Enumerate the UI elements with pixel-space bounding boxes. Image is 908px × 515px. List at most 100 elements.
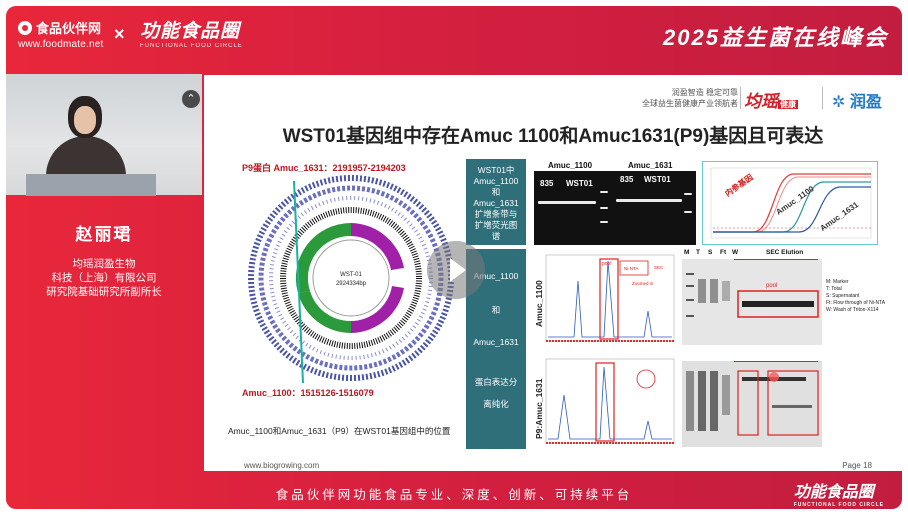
laptop <box>26 174 156 196</box>
qpcr-amplification-plot: 内参基因 Amuc_1100 Amuc_1631 <box>702 161 878 245</box>
amuc1631-marker-line <box>293 180 304 383</box>
sds-pool-label: pool <box>766 283 777 289</box>
gel-lane-label: 835 <box>540 179 554 188</box>
teal-line: 扩增荧光图 <box>474 220 518 230</box>
genome-center-name: WST-01 <box>340 272 362 278</box>
sds-legend: M: Marker T: Total S: Supernatant Ft: Fl… <box>826 279 885 314</box>
play-button[interactable] <box>427 241 485 299</box>
gc-content-ring <box>280 207 422 349</box>
legend-line: M: Marker <box>826 279 849 285</box>
sds-highlight <box>769 372 779 382</box>
gel-lane-label: 835 <box>620 175 634 184</box>
gel-head-amuc1631: Amuc_1631 <box>628 161 673 170</box>
gel-ladder-band <box>684 193 692 195</box>
legend-line: S: Supernatant <box>826 293 860 299</box>
teal-label-expression: Amuc_1100 和 Amuc_1631 蛋白表达分 离纯化 <box>466 249 526 449</box>
stream-frame: 食品伙伴网 www.foodmate.net × 功能食品圈 FUNCTIONA… <box>6 6 902 509</box>
collapse-video-button[interactable]: ⌃ <box>182 90 200 108</box>
foodmate-logo-icon <box>18 20 32 35</box>
teal-line: Amuc_1631 <box>473 337 519 347</box>
chrom-pool-label: pool <box>602 261 611 267</box>
genome-label-amuc1100: Amuc_1100：1515126-1516079 <box>242 388 374 398</box>
teal-line: WST01中 <box>477 165 515 175</box>
slide-tagline: 润盈智造 稳定可靠 全球益生菌健康产业领航者 <box>620 87 738 109</box>
tagline-line: 全球益生菌健康产业领航者 <box>642 99 738 108</box>
foodmate-url: www.foodmate.net <box>18 39 104 50</box>
sds-lane-head: Ft <box>720 249 727 256</box>
teal-line: 扩增条带与 <box>474 209 518 219</box>
speaker-face <box>74 106 96 134</box>
qpcr-curve-amuc1631 <box>713 186 871 233</box>
teal-line: Amuc_1100 <box>473 176 519 186</box>
gel-band <box>538 201 596 204</box>
qpcr-curves <box>710 167 872 239</box>
chrom-trace <box>548 260 672 338</box>
teal-line: Amuc_1100 <box>473 271 519 281</box>
org-line: 均瑶润盈生物 <box>72 258 136 270</box>
speaker-panel: ⌃ 赵丽珺 均瑶润盈生物 科技（上海）有限公司 研究院基础研究所副所长 <box>6 74 202 474</box>
chrom-zoom-box <box>619 260 649 276</box>
gel-ladder-band <box>600 191 608 193</box>
gel-ladder-band <box>600 207 608 209</box>
sds-lane-head: S <box>708 249 713 256</box>
slide-footer-url: www.biogrowing.com <box>244 461 320 470</box>
gel-band <box>616 199 682 202</box>
teal-line: 离纯化 <box>483 399 509 409</box>
logo-separator: × <box>114 24 125 44</box>
gel-lane-label: WST01 <box>644 175 671 184</box>
junyao-logo-tag: 健康 <box>778 100 798 109</box>
teal-line: 蛋白表达分 <box>474 377 518 387</box>
teal-line: Amuc_1631 <box>473 198 519 208</box>
presentation-slide: 润盈智造 稳定可靠 全球益生菌健康产业领航者 均瑶 健康 ✲ 润盈 WST01基因… <box>204 75 902 471</box>
junyao-logo: 均瑶 健康 <box>744 87 798 112</box>
org-line: 研究院基础研究所副所长 <box>46 286 162 298</box>
sds-page-gel-1: pool <box>682 259 822 345</box>
functional-food-logo: 功能食品圈 FUNCTIONAL FOOD CIRCLE <box>140 16 243 49</box>
legend-line: W: Wash of Triton-X114 <box>826 307 879 313</box>
runying-logo-text: 润盈 <box>849 94 882 111</box>
sds-pool-box <box>737 290 819 318</box>
gel-lane-label: WST01 <box>566 179 593 188</box>
chrom-sec-label: SEC <box>654 265 664 270</box>
teal-label-amplification: WST01中 Amuc_1100 和 Amuc_1631 扩增条带与 扩增荧光图… <box>466 159 526 245</box>
gc-skew-purple <box>351 286 404 333</box>
divider <box>822 87 823 109</box>
genome-circle-map: WST-01 2924334bp <box>248 175 454 383</box>
platform-slogan: 食品伙伴网功能食品专业、深度、创新、可持续平台 <box>275 488 633 502</box>
slide-title: WST01基因组中存在Amuc 1100和Amuc1631(P9)基因且可表达 <box>282 126 824 147</box>
teal-line: 和 <box>491 305 501 315</box>
speaker-video[interactable] <box>6 74 202 196</box>
functional-food-logo-sub: FUNCTIONAL FOOD CIRCLE <box>140 43 243 49</box>
functional-food-logo-text: 功能食品圈 <box>140 21 241 42</box>
foodmate-logo: 食品伙伴网 www.foodmate.net <box>18 18 103 50</box>
bottom-banner: 食品伙伴网功能食品专业、深度、创新、可持续平台 功能食品圈 FUNCTIONAL… <box>6 474 902 509</box>
chrom-pool-box <box>599 258 619 340</box>
sds-sec-bar <box>734 259 818 260</box>
sds-sec-elution-head: SEC Elution <box>766 249 804 256</box>
speaker-name: 赵丽珺 <box>75 225 133 244</box>
foodmate-name: 食品伙伴网 <box>36 21 102 36</box>
chrom-zoom-circle <box>636 369 656 389</box>
footer-logo-sub: FUNCTIONAL FOOD CIRCLE <box>793 502 884 508</box>
genome-label-amuc1631: P9蛋白 Amuc_1631：2191957-2194203 <box>242 163 406 173</box>
junyao-logo-text: 均瑶 <box>744 92 778 111</box>
legend-line: T: Total <box>826 286 842 292</box>
footer-logo-text: 功能食品圈 <box>793 484 874 501</box>
gc-skew-green <box>298 291 351 334</box>
sds-lane-head: T <box>696 249 700 256</box>
sds-lane-head: M <box>684 249 690 256</box>
speaker-organization: 均瑶润盈生物 科技（上海）有限公司 研究院基础研究所副所长 <box>6 257 202 299</box>
sds-page-gel-2 <box>682 361 822 447</box>
sds-lane-head: W <box>732 249 739 256</box>
top-banner: 食品伙伴网 www.foodmate.net × 功能食品圈 FUNCTIONA… <box>6 6 902 74</box>
genome-center-size: 2924334bp <box>336 281 367 287</box>
genome-caption: Amuc_1100和Amuc_1631（P9）在WST01基因组中的位置 <box>228 426 451 436</box>
slide-page-number: Page 18 <box>842 461 872 470</box>
chrom-pool-box <box>595 362 615 442</box>
chrom-trace <box>548 366 672 440</box>
gel-ladder-band <box>600 221 608 223</box>
teal-line: 谱 <box>491 231 501 241</box>
gc-skew-green <box>295 222 351 293</box>
divider <box>740 87 741 109</box>
teal-line: 和 <box>491 187 501 197</box>
